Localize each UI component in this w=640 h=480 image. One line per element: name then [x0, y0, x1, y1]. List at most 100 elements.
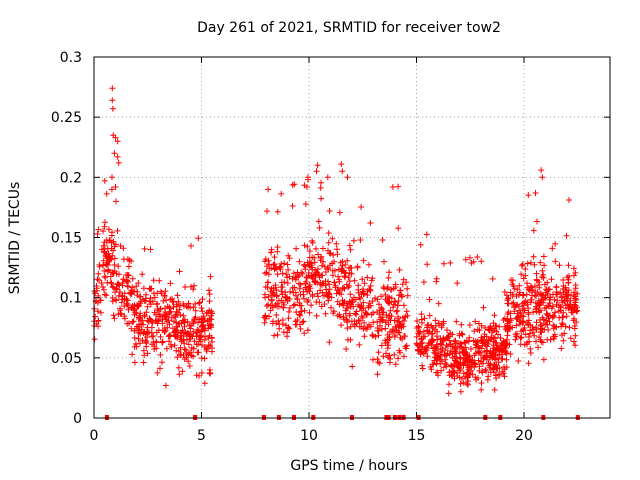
data-point — [515, 303, 522, 310]
data-point — [417, 241, 424, 248]
data-point — [97, 309, 104, 316]
data-point — [344, 336, 351, 343]
data-point — [402, 333, 408, 340]
data-points — [91, 85, 581, 397]
y-tick-label: 0.25 — [51, 110, 82, 126]
data-point — [307, 285, 314, 292]
data-point — [315, 218, 322, 225]
data-point — [205, 309, 211, 316]
data-point — [130, 306, 137, 313]
data-point — [297, 325, 304, 332]
data-point — [352, 310, 359, 317]
data-point — [496, 323, 503, 330]
data-point — [135, 280, 142, 286]
data-point — [332, 284, 339, 291]
data-point — [440, 318, 447, 325]
data-point — [534, 289, 541, 296]
data-point — [286, 308, 292, 315]
data-point — [313, 245, 319, 252]
data-point — [162, 382, 169, 389]
data-point — [399, 281, 406, 288]
data-point — [121, 290, 128, 297]
y-axis-label: SRMTID / TECUs — [7, 182, 23, 295]
data-point — [572, 332, 579, 339]
data-point — [324, 265, 331, 271]
data-point — [439, 347, 446, 354]
data-point — [383, 312, 390, 318]
data-point — [473, 376, 480, 383]
data-point — [380, 353, 387, 360]
data-point — [346, 312, 353, 319]
data-point — [519, 292, 526, 299]
data-point — [562, 284, 569, 291]
data-point — [355, 317, 362, 324]
data-point — [109, 174, 115, 181]
data-point — [524, 260, 531, 267]
data-point — [149, 298, 156, 305]
data-point — [169, 325, 176, 332]
data-point — [148, 329, 155, 336]
data-point — [274, 208, 281, 215]
data-point — [356, 294, 363, 301]
data-point — [530, 227, 537, 234]
data-point — [113, 198, 119, 205]
data-point — [108, 245, 115, 252]
x-tick-label: 15 — [408, 428, 426, 444]
data-point — [171, 318, 177, 325]
data-point — [567, 297, 574, 304]
data-point — [137, 314, 144, 321]
data-point — [496, 351, 503, 358]
data-point — [163, 313, 170, 320]
data-point — [438, 341, 445, 348]
data-point — [105, 267, 112, 274]
data-point — [374, 371, 381, 378]
data-point — [418, 311, 425, 318]
data-point — [555, 302, 562, 309]
data-point — [563, 288, 570, 295]
data-point — [375, 359, 382, 366]
data-point — [162, 305, 168, 312]
data-point — [115, 281, 122, 288]
data-point — [316, 299, 323, 306]
data-point — [513, 302, 520, 309]
data-point — [95, 270, 102, 277]
data-point — [352, 296, 359, 303]
data-point — [141, 352, 148, 359]
data-point — [560, 337, 567, 344]
data-point — [479, 369, 486, 376]
data-point — [279, 321, 286, 327]
data-point — [533, 276, 540, 283]
data-point — [181, 316, 188, 323]
data-point — [487, 323, 494, 330]
data-point — [322, 282, 329, 289]
data-point — [456, 330, 463, 337]
data-point — [117, 310, 124, 317]
data-point — [159, 316, 166, 323]
data-point — [174, 309, 181, 316]
data-point — [443, 361, 450, 368]
data-point — [374, 309, 380, 315]
data-point — [274, 244, 281, 251]
data-point — [566, 197, 572, 203]
data-point — [207, 273, 214, 280]
data-point — [443, 334, 450, 341]
data-point — [486, 327, 493, 334]
data-point — [148, 324, 155, 331]
data-point — [265, 271, 272, 278]
data-point — [464, 380, 471, 387]
data-point — [500, 340, 507, 346]
data-point — [191, 282, 198, 289]
data-point — [150, 277, 157, 284]
data-point — [103, 190, 110, 197]
data-point — [521, 307, 528, 314]
data-point — [490, 365, 497, 372]
data-point — [286, 325, 293, 332]
data-point — [339, 300, 346, 307]
data-point — [367, 220, 374, 226]
data-point — [184, 330, 191, 337]
data-point — [342, 274, 348, 281]
data-point — [480, 355, 487, 362]
data-point — [446, 337, 453, 344]
data-point — [479, 340, 486, 347]
data-point — [489, 350, 496, 356]
